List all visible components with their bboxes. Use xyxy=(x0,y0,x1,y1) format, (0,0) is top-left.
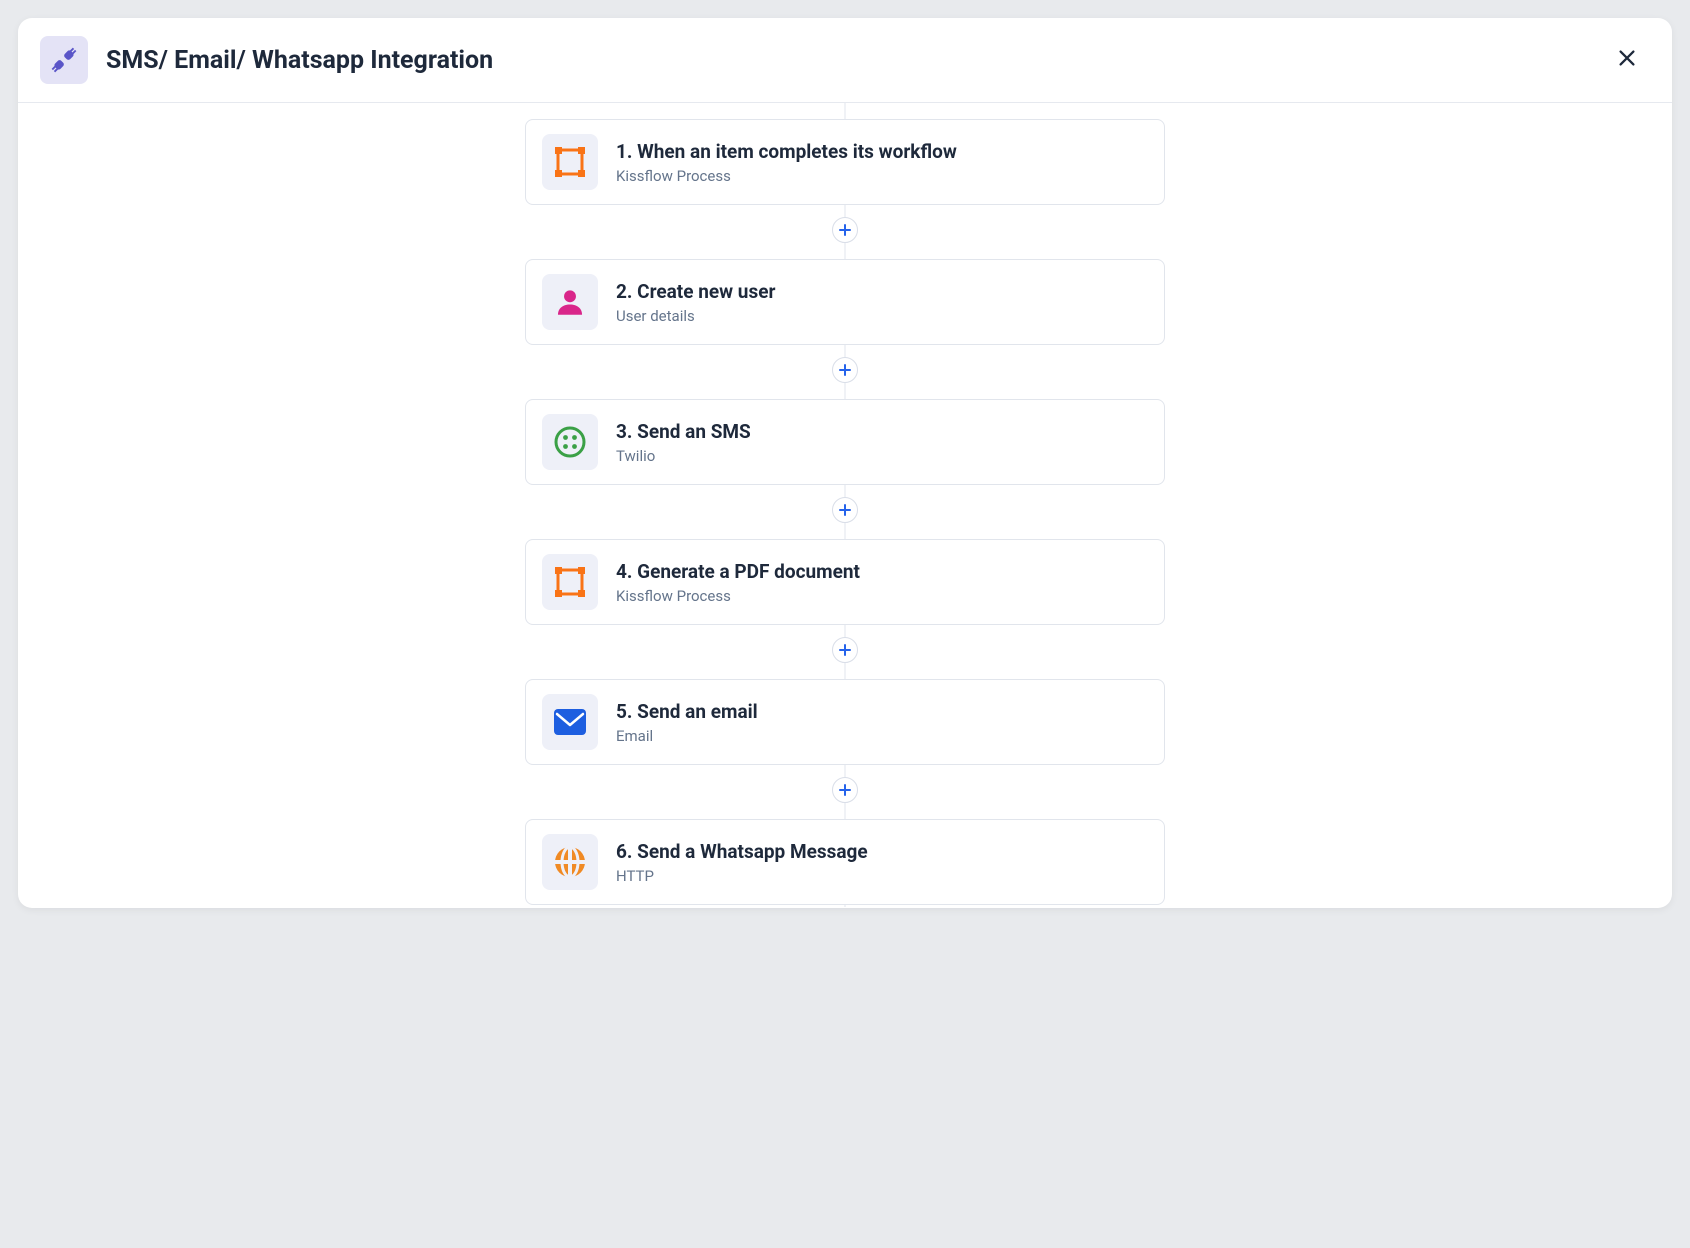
step-title: 6. Send a Whatsapp Message xyxy=(616,840,868,863)
add-step-button[interactable] xyxy=(832,217,858,243)
step-subtitle: Kissflow Process xyxy=(616,167,957,185)
step-subtitle: Kissflow Process xyxy=(616,587,860,605)
step-title: 2. Create new user xyxy=(616,280,775,303)
header-left: SMS/ Email/ Whatsapp Integration xyxy=(40,36,493,84)
step-subtitle: Email xyxy=(616,727,758,745)
add-step-button[interactable] xyxy=(832,497,858,523)
workflow-step[interactable]: 5. Send an email Email xyxy=(525,679,1165,765)
step-text: 1. When an item completes its workflow K… xyxy=(616,140,957,185)
workflow-flow: 1. When an item completes its workflow K… xyxy=(525,119,1165,905)
kissflow-icon xyxy=(542,134,598,190)
workflow-step[interactable]: 4. Generate a PDF document Kissflow Proc… xyxy=(525,539,1165,625)
modal-header: SMS/ Email/ Whatsapp Integration xyxy=(18,18,1672,103)
add-step-button[interactable] xyxy=(832,777,858,803)
kissflow-icon xyxy=(542,554,598,610)
step-text: 4. Generate a PDF document Kissflow Proc… xyxy=(616,560,860,605)
globe-icon xyxy=(542,834,598,890)
step-text: 2. Create new user User details xyxy=(616,280,775,325)
integration-modal: SMS/ Email/ Whatsapp Integration xyxy=(18,18,1672,908)
workflow-step[interactable]: 6. Send a Whatsapp Message HTTP xyxy=(525,819,1165,905)
workflow-step[interactable]: 1. When an item completes its workflow K… xyxy=(525,119,1165,205)
close-button[interactable] xyxy=(1610,41,1644,80)
step-title: 1. When an item completes its workflow xyxy=(616,140,957,163)
workflow-canvas: 1. When an item completes its workflow K… xyxy=(18,103,1672,907)
workflow-step[interactable]: 3. Send an SMS Twilio xyxy=(525,399,1165,485)
twilio-icon xyxy=(542,414,598,470)
step-title: 4. Generate a PDF document xyxy=(616,560,860,583)
step-subtitle: HTTP xyxy=(616,867,868,885)
email-icon xyxy=(542,694,598,750)
workflow-step[interactable]: 2. Create new user User details xyxy=(525,259,1165,345)
add-step-button[interactable] xyxy=(832,357,858,383)
add-step-button[interactable] xyxy=(832,637,858,663)
step-text: 3. Send an SMS Twilio xyxy=(616,420,751,465)
step-title: 3. Send an SMS xyxy=(616,420,751,443)
step-title: 5. Send an email xyxy=(616,700,758,723)
plug-icon xyxy=(40,36,88,84)
user-icon xyxy=(542,274,598,330)
step-text: 5. Send an email Email xyxy=(616,700,758,745)
step-subtitle: Twilio xyxy=(616,447,751,465)
step-subtitle: User details xyxy=(616,307,775,325)
modal-title: SMS/ Email/ Whatsapp Integration xyxy=(106,46,493,75)
step-text: 6. Send a Whatsapp Message HTTP xyxy=(616,840,868,885)
